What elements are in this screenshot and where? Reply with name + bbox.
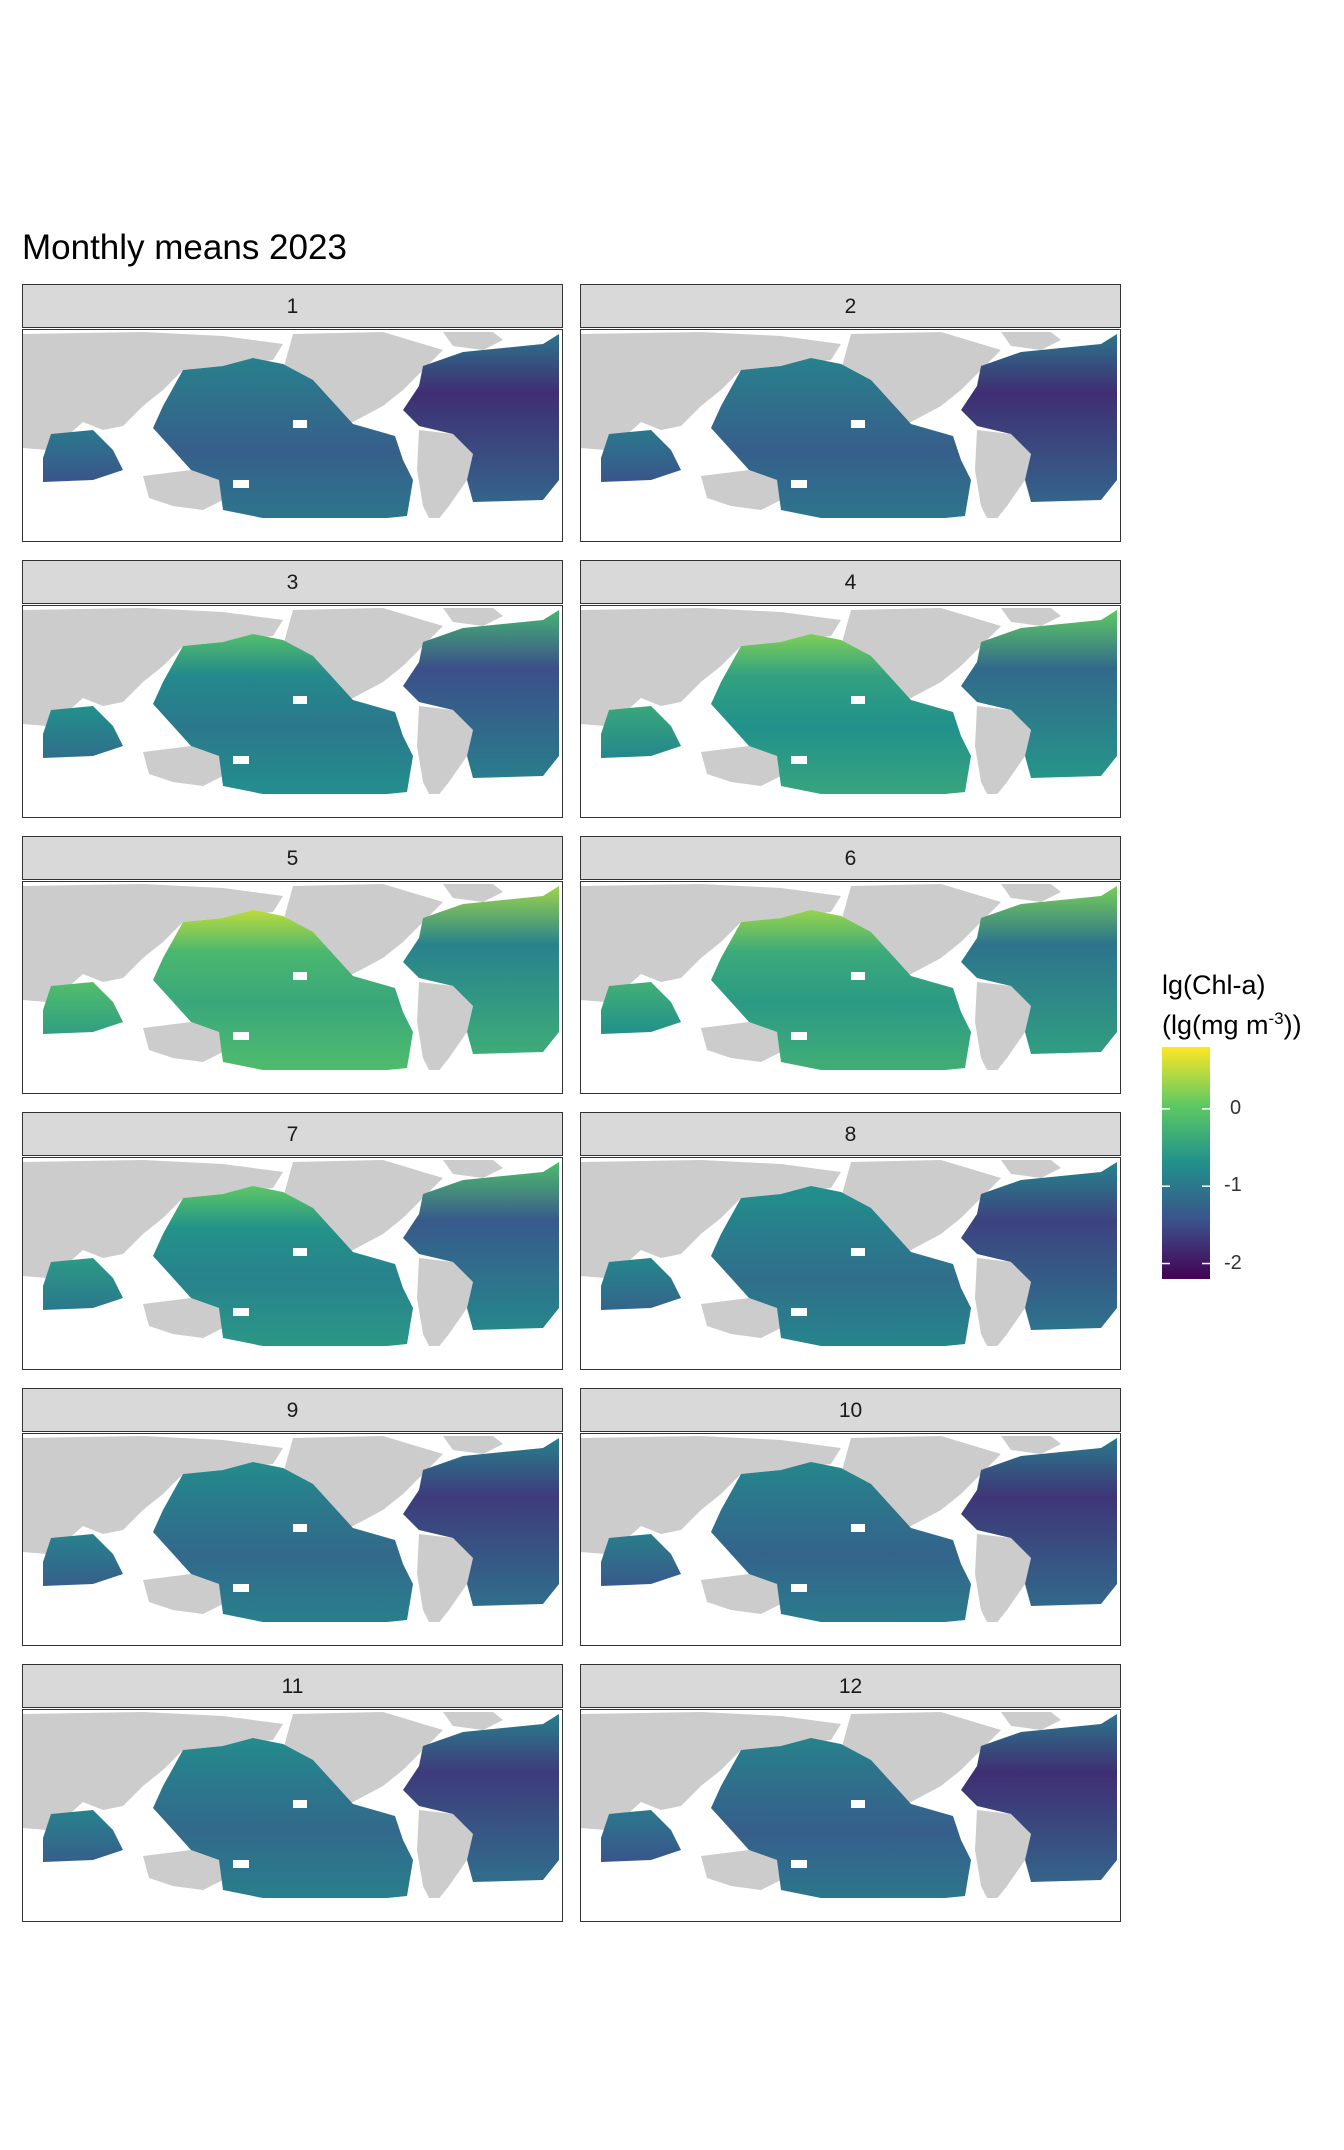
legend-title: lg(Chl-a) (lg(mg m-3)) xyxy=(1162,968,1302,1042)
facet-panel: 11 xyxy=(22,1664,563,1922)
facet-strip: 5 xyxy=(22,836,563,880)
facet-label: 4 xyxy=(844,571,857,594)
facet-strip: 8 xyxy=(580,1112,1121,1156)
ocean-map xyxy=(580,881,1121,1094)
facet-panel: 2 xyxy=(580,284,1121,542)
facet-panel: 8 xyxy=(580,1112,1121,1370)
facet-panel: 7 xyxy=(22,1112,563,1370)
colorbar xyxy=(1162,1047,1210,1279)
ocean-map xyxy=(22,329,563,542)
facet-label: 5 xyxy=(286,847,299,870)
facet-panel: 1 xyxy=(22,284,563,542)
facet-strip: 3 xyxy=(22,560,563,604)
facet-panel: 9 xyxy=(22,1388,563,1646)
facet-strip: 9 xyxy=(22,1388,563,1432)
colorbar-tick-label: -2 xyxy=(1224,1251,1242,1274)
ocean-map xyxy=(22,1433,563,1646)
facet-label: 10 xyxy=(838,1399,863,1422)
facet-label: 7 xyxy=(286,1123,299,1146)
facet-strip: 2 xyxy=(580,284,1121,328)
facet-label: 6 xyxy=(844,847,857,870)
facet-label: 9 xyxy=(286,1399,299,1422)
facet-panel: 10 xyxy=(580,1388,1121,1646)
legend-title-line1: lg(Chl-a) xyxy=(1162,970,1266,1000)
legend-title-line2: (lg(mg m-3)) xyxy=(1162,1009,1302,1040)
ocean-map xyxy=(580,329,1121,542)
facet-label: 3 xyxy=(286,571,299,594)
facet-strip: 6 xyxy=(580,836,1121,880)
ocean-map xyxy=(580,1157,1121,1370)
ocean-map xyxy=(22,1157,563,1370)
facet-panel: 5 xyxy=(22,836,563,1094)
facet-strip: 11 xyxy=(22,1664,563,1708)
facet-label: 12 xyxy=(838,1675,863,1698)
plot-title: Monthly means 2023 xyxy=(22,228,347,267)
colorbar-tick-label: 0 xyxy=(1230,1096,1242,1119)
facet-panel: 12 xyxy=(580,1664,1121,1922)
facet-strip: 12 xyxy=(580,1664,1121,1708)
facet-label: 8 xyxy=(844,1123,857,1146)
ocean-map xyxy=(22,1709,563,1922)
facet-label: 1 xyxy=(286,295,299,318)
facet-label: 11 xyxy=(281,1675,304,1698)
facet-panel: 4 xyxy=(580,560,1121,818)
ocean-map xyxy=(580,1709,1121,1922)
facet-strip: 4 xyxy=(580,560,1121,604)
ocean-map xyxy=(580,1433,1121,1646)
ocean-map xyxy=(580,605,1121,818)
facet-strip: 10 xyxy=(580,1388,1121,1432)
facet-label: 2 xyxy=(844,295,857,318)
facet-panel: 6 xyxy=(580,836,1121,1094)
facet-panel: 3 xyxy=(22,560,563,818)
colorbar-tick-label: -1 xyxy=(1224,1174,1242,1197)
ocean-map xyxy=(22,605,563,818)
facet-strip: 1 xyxy=(22,284,563,328)
ocean-map xyxy=(22,881,563,1094)
facet-strip: 7 xyxy=(22,1112,563,1156)
